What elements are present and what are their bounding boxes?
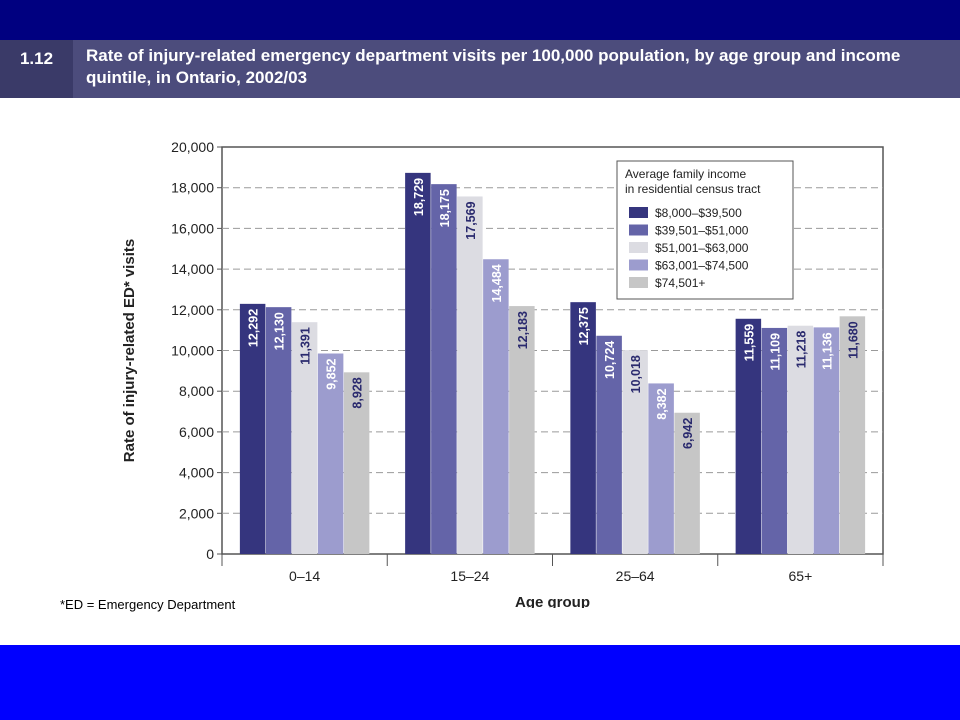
legend-label: $74,501+ [655, 276, 705, 290]
bar [839, 316, 866, 554]
x-tick-label: 15–24 [450, 568, 489, 584]
bar [570, 302, 596, 554]
bar [648, 383, 674, 554]
legend-swatch [629, 207, 648, 218]
legend-swatch [629, 277, 648, 288]
footnote: *ED = Emergency Department [60, 597, 236, 612]
data-label: 8,928 [351, 377, 365, 408]
y-tick-label: 0 [206, 546, 214, 562]
bar [431, 184, 457, 555]
legend-label: $51,001–$63,000 [655, 241, 749, 255]
figure-header: 1.12 Rate of injury-related emergency de… [0, 40, 960, 98]
bar [735, 318, 762, 554]
bar [317, 353, 344, 554]
bar [239, 303, 266, 554]
data-label: 18,729 [412, 178, 426, 216]
y-axis-title: Rate of injury-related ED* visits [121, 239, 138, 462]
data-label: 10,018 [629, 355, 643, 393]
x-tick-label: 25–64 [616, 568, 655, 584]
data-label: 11,218 [794, 331, 808, 369]
data-label: 11,109 [768, 333, 782, 371]
y-tick-label: 18,000 [171, 180, 214, 196]
data-label: 11,559 [742, 324, 756, 362]
data-label: 12,130 [273, 312, 287, 350]
data-label: 17,569 [464, 201, 478, 239]
data-label: 18,175 [438, 189, 452, 227]
data-label: 12,292 [247, 309, 261, 347]
data-label: 14,484 [490, 264, 504, 302]
figure-title: Rate of injury-related emergency departm… [86, 46, 901, 87]
y-tick-label: 10,000 [171, 343, 214, 359]
x-axis-title: Age group [515, 594, 590, 608]
bar [405, 172, 431, 554]
top-bar [0, 0, 960, 40]
legend-label: $63,001–$74,500 [655, 259, 749, 273]
legend-title: Average family income in residential cens… [625, 167, 761, 196]
bar [787, 325, 814, 554]
data-label: 12,183 [516, 311, 530, 349]
bar [674, 412, 700, 554]
y-tick-label: 20,000 [171, 139, 214, 155]
y-tick-label: 16,000 [171, 220, 214, 236]
legend-swatch [629, 242, 648, 253]
bar [813, 327, 840, 554]
y-tick-label: 6,000 [179, 424, 214, 440]
x-tick-label: 0–14 [289, 568, 320, 584]
y-tick-label: 14,000 [171, 261, 214, 277]
bar [596, 335, 622, 554]
bar [343, 372, 370, 554]
y-tick-label: 2,000 [179, 505, 214, 521]
legend-label: $39,501–$51,000 [655, 224, 749, 238]
x-tick-label: 65+ [789, 568, 813, 584]
legend-swatch [629, 259, 648, 271]
bar-chart: 0 2,000 4,000 6,000 8,000 10,000 12,000 14,000 1… [121, 139, 884, 608]
bar [291, 322, 318, 554]
data-label: 9,852 [325, 358, 339, 389]
legend-swatch [629, 224, 648, 236]
y-tick-label: 8,000 [179, 383, 214, 399]
data-label: 8,382 [655, 388, 669, 419]
bar [761, 327, 788, 554]
bar [622, 350, 648, 554]
data-label: 11,391 [299, 327, 313, 365]
bottom-bar [0, 645, 960, 720]
figure-number: 1.12 [0, 40, 73, 98]
data-label: 11,136 [820, 332, 834, 370]
bar [483, 259, 509, 554]
data-label: 12,375 [577, 307, 591, 345]
bar [265, 307, 292, 554]
y-tick-label: 4,000 [179, 465, 214, 481]
data-label: 6,942 [681, 418, 695, 449]
data-label: 10,724 [603, 341, 617, 379]
y-tick-label: 12,000 [171, 302, 214, 318]
legend: Average family income in residential cens… [616, 160, 794, 300]
legend-label: $8,000–$39,500 [655, 206, 742, 220]
bar [509, 306, 535, 554]
data-label: 11,680 [846, 321, 860, 359]
bar [457, 196, 483, 554]
